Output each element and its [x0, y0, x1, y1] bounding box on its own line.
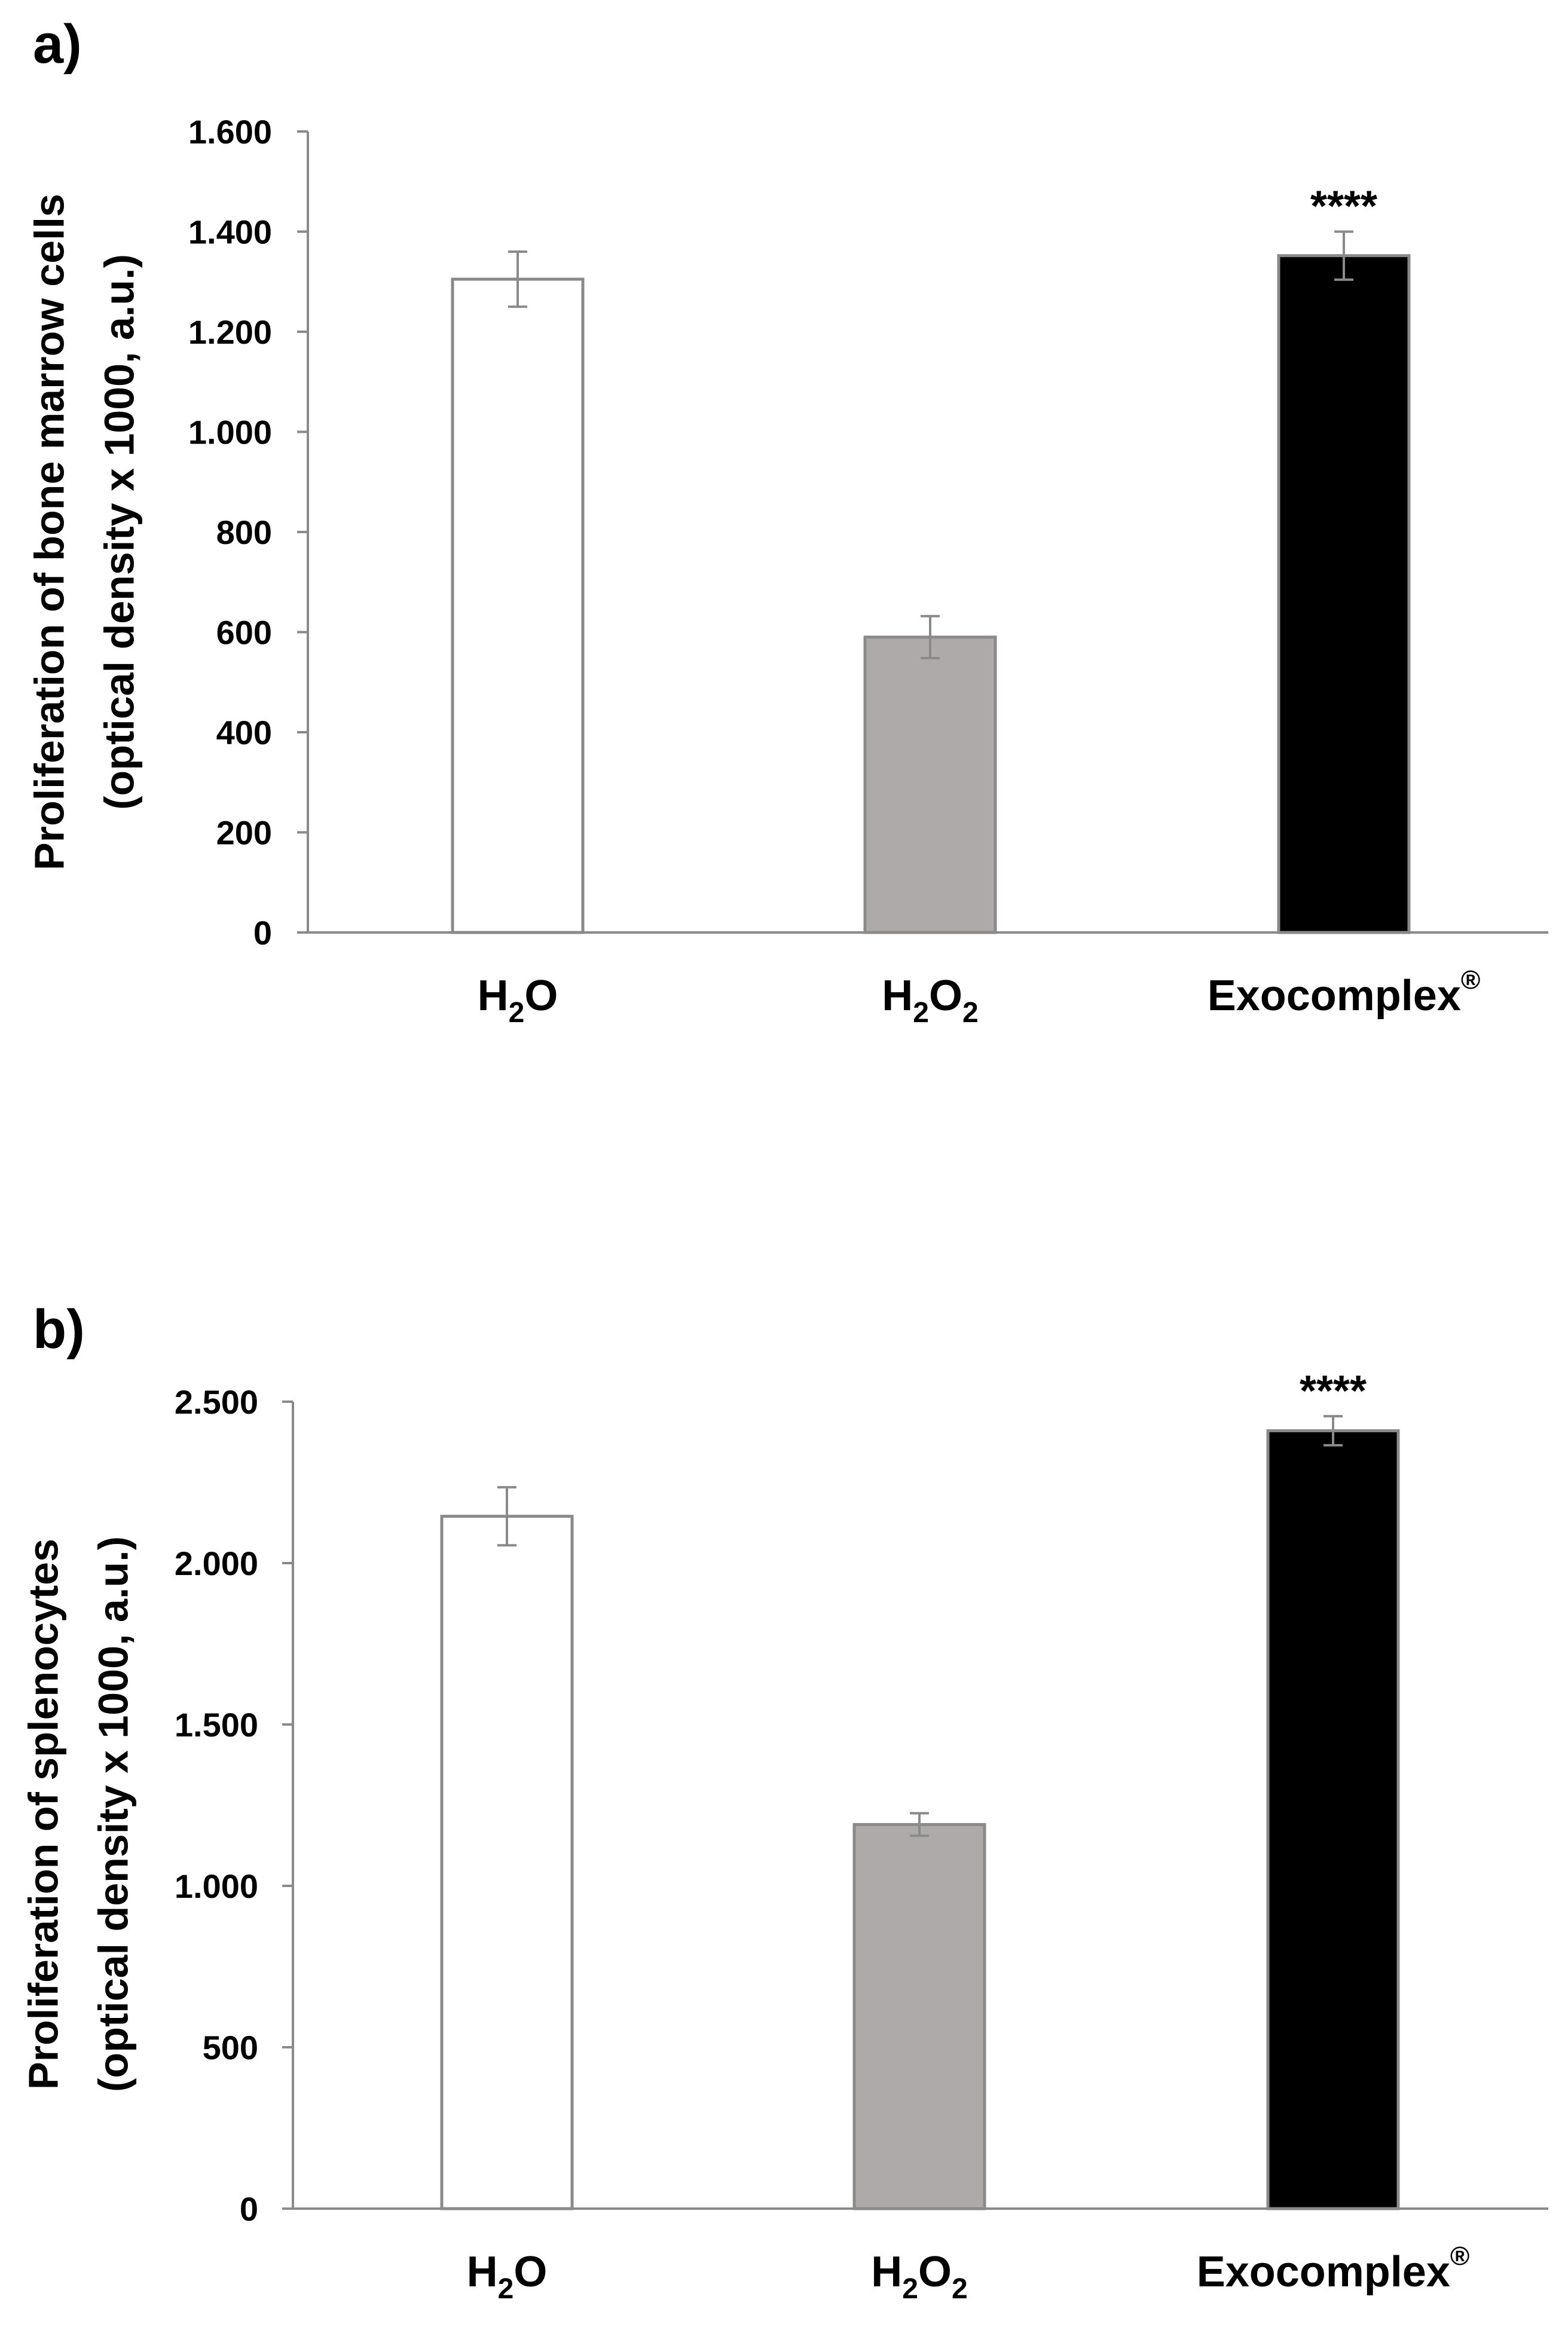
- y-tick-label: 600: [216, 614, 272, 652]
- category-label-part: O: [918, 2248, 952, 2296]
- y-tick-label: 1.600: [188, 113, 272, 151]
- y-tick-label: 0: [253, 914, 272, 952]
- chart-b: b) 0 500 1.000 1.500 2.000 2.500 Proliferation …: [20, 1299, 1548, 2305]
- y-tick-label: 1.200: [188, 313, 272, 351]
- y-tick-label: 0: [240, 2190, 258, 2228]
- y-tick-label: 1.000: [188, 414, 272, 451]
- y-axis-title-line2: (optical density x 1000, a.u.): [90, 1536, 136, 2092]
- category-label: H2O: [478, 972, 558, 1029]
- category-label-part: 2: [509, 997, 525, 1029]
- bar: [451, 277, 585, 934]
- category-label-part: H: [871, 2248, 902, 2296]
- category-label-part: Exocomplex: [1197, 2248, 1450, 2296]
- y-tick-label: 2.000: [175, 1545, 258, 1582]
- category-label: H2O: [467, 2248, 548, 2305]
- bar: [1266, 1429, 1400, 2210]
- bar: [1277, 254, 1411, 934]
- y-tick-label: 1.500: [175, 1706, 258, 1744]
- category-label-part: 2: [902, 2273, 918, 2305]
- category-label-part: ®: [1450, 2242, 1469, 2271]
- category-label-part: O: [524, 972, 558, 1020]
- y-axis-title-line1: Proliferation of bone marrow cells: [26, 194, 72, 870]
- category-label: H2O2: [882, 972, 978, 1029]
- category-label-part: O: [514, 2248, 547, 2296]
- bar: [852, 1823, 986, 2210]
- category-label: H2O2: [871, 2248, 967, 2305]
- y-tick-label: 400: [216, 714, 272, 751]
- category-label-part: 2: [952, 2273, 968, 2305]
- chart-a: a) 0 200 400 600 800 1.000 1.200 1.400 1.600 Proli…: [26, 14, 1548, 1029]
- category-label: Exocomplex®: [1197, 2242, 1470, 2296]
- category-label: Exocomplex®: [1208, 965, 1481, 1020]
- category-label-part: 2: [913, 997, 929, 1029]
- significance-label: ****: [1310, 183, 1377, 231]
- category-label-part: H: [467, 2248, 498, 2296]
- category-label-part: ®: [1461, 965, 1480, 995]
- y-tick-label: 500: [203, 2029, 258, 2066]
- bar: [440, 1515, 574, 2210]
- category-label-part: 2: [498, 2273, 514, 2305]
- panel-label: a): [33, 14, 82, 75]
- category-label-part: Exocomplex: [1208, 972, 1461, 1020]
- y-axis-title-line1: Proliferation of splenocytes: [20, 1539, 66, 2090]
- y-tick-label: 1.000: [175, 1867, 258, 1905]
- y-tick-label: 800: [216, 513, 272, 551]
- y-axis-title-line2: (optical density x 1000, a.u.): [96, 254, 142, 810]
- y-tick-label: 200: [216, 814, 272, 852]
- significance-label: ****: [1300, 1367, 1367, 1415]
- category-label-part: 2: [962, 997, 979, 1029]
- category-label-part: H: [478, 972, 509, 1020]
- category-label-part: O: [929, 972, 962, 1020]
- bar: [863, 635, 997, 934]
- category-label-part: H: [882, 972, 913, 1020]
- panel-label: b): [33, 1299, 85, 1360]
- y-tick-label: 2.500: [175, 1383, 258, 1421]
- y-tick-label: 1.400: [188, 213, 272, 251]
